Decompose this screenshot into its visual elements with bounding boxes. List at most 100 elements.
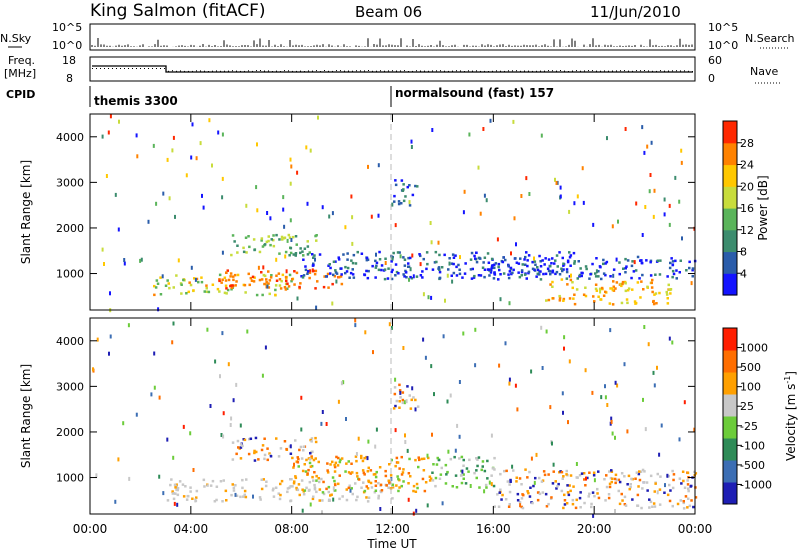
- velocity-scatter-point: [563, 499, 567, 502]
- velocity-scatter-point: [96, 337, 99, 342]
- velocity-scatter-point: [642, 481, 646, 484]
- velocity-scatter-point: [631, 498, 634, 501]
- power-scatter-point: [523, 273, 527, 276]
- power-scatter-point: [294, 235, 298, 238]
- power-scatter-point: [569, 264, 572, 267]
- velocity-scatter-point: [552, 470, 555, 473]
- power-scatter-point: [573, 201, 576, 206]
- velocity-scatter-point: [369, 481, 373, 485]
- power-scatter-point: [403, 258, 407, 261]
- power-scatter-point: [633, 260, 636, 265]
- power-scatter-point: [568, 297, 572, 300]
- power-scatter-point: [600, 286, 604, 290]
- power-scatter: [101, 114, 697, 313]
- velocity-scatter-point: [327, 499, 331, 502]
- power-scatter-point: [656, 259, 660, 262]
- velocity-scatter-point: [321, 410, 324, 414]
- power-scatter-point: [278, 238, 281, 241]
- power-scatter-point: [261, 245, 265, 248]
- velocity-scatter-point: [298, 493, 301, 497]
- power-scatter-point: [675, 277, 678, 280]
- power-scatter-point: [538, 273, 541, 276]
- station-title: King Salmon (fitACF): [90, 1, 266, 21]
- power-scatter-point: [394, 223, 397, 228]
- nave-point: [300, 70, 301, 72]
- velocity-scatter-point: [456, 423, 459, 428]
- power-scatter-point: [482, 127, 485, 131]
- power-scatter-point: [233, 273, 237, 277]
- power-scatter-point: [162, 191, 165, 196]
- power-scatter-point: [328, 263, 331, 266]
- velocity-scatter-point: [464, 482, 468, 485]
- velocity-scatter-point: [298, 448, 301, 452]
- power-scatter-point: [565, 277, 569, 280]
- power-scatter-point: [525, 176, 528, 181]
- velocity-scatter-point: [475, 469, 478, 472]
- power-scatter-point: [157, 307, 160, 312]
- power-scatter-point: [521, 263, 524, 266]
- velocity-scatter-point: [401, 398, 405, 402]
- velocity-scatter-point: [302, 445, 306, 448]
- velocity-scatter-point: [504, 498, 508, 501]
- velocity-scatter-point: [446, 399, 449, 404]
- nave-point: [536, 70, 537, 72]
- velocity-scatter-point: [340, 457, 344, 460]
- nave-tick-low: 0: [708, 72, 715, 85]
- power-scatter-point: [327, 264, 330, 267]
- velocity-scatter-point: [499, 472, 502, 476]
- velocity-scatter-point: [230, 493, 233, 497]
- velocity-colorbar-tick-label: -1000: [740, 478, 772, 491]
- velocity-scatter-point: [514, 383, 517, 388]
- power-scatter-point: [438, 270, 442, 274]
- power-scatter-point: [555, 270, 559, 274]
- power-scatter-point: [554, 177, 556, 182]
- power-scatter-point: [105, 174, 108, 178]
- velocity-scatter-point: [302, 449, 305, 452]
- power-scatter-point: [232, 278, 235, 282]
- velocity-scatter-point: [671, 469, 674, 473]
- velocity-scatter-point: [400, 484, 403, 488]
- power-scatter-point: [624, 282, 627, 285]
- nave-point: [256, 70, 257, 72]
- power-scatter-point: [375, 261, 379, 265]
- velocity-scatter-point: [306, 472, 309, 475]
- power-scatter-point: [107, 130, 110, 135]
- power-scatter-point: [155, 201, 158, 206]
- velocity-scatter-point: [288, 486, 291, 490]
- velocity-scatter-point: [654, 482, 657, 485]
- velocity-scatter-point: [329, 494, 332, 497]
- velocity-scatter-point: [214, 359, 217, 364]
- power-scatter-point: [268, 279, 272, 282]
- nave-point: [528, 70, 529, 72]
- power-scatter-point: [509, 266, 513, 270]
- velocity-scatter-point: [683, 400, 686, 405]
- velocity-scatter-point: [617, 489, 620, 493]
- velocity-scatter-point: [174, 492, 177, 495]
- nave-point: [240, 70, 241, 72]
- nave-point: [220, 70, 221, 72]
- nave-point: [556, 70, 557, 72]
- velocity-scatter-point: [430, 364, 433, 369]
- velocity-scatter-point: [428, 479, 432, 482]
- velocity-scatter-point: [436, 456, 439, 460]
- power-scatter-point: [551, 271, 554, 274]
- power-scatter-point: [252, 238, 256, 241]
- power-scatter-point: [489, 271, 493, 274]
- power-scatter-point: [572, 251, 576, 255]
- power-scatter-point: [284, 275, 288, 279]
- power-scatter-point: [272, 238, 275, 242]
- velocity-scatter-point: [641, 487, 644, 490]
- power-scatter-point: [690, 281, 693, 286]
- velocity-scatter-point: [541, 366, 544, 370]
- power-scatter-point: [588, 277, 591, 280]
- velocity-scatter-point: [377, 497, 380, 500]
- velocity-scatter-point: [219, 374, 221, 379]
- power-scatter-point: [391, 202, 394, 207]
- power-scatter-point: [536, 268, 540, 272]
- velocity-scatter-point: [391, 497, 394, 500]
- power-scatter-point: [218, 290, 221, 293]
- power-scatter-point: [429, 221, 432, 225]
- velocity-scatter-point: [192, 468, 195, 472]
- power-scatter-point: [525, 251, 528, 254]
